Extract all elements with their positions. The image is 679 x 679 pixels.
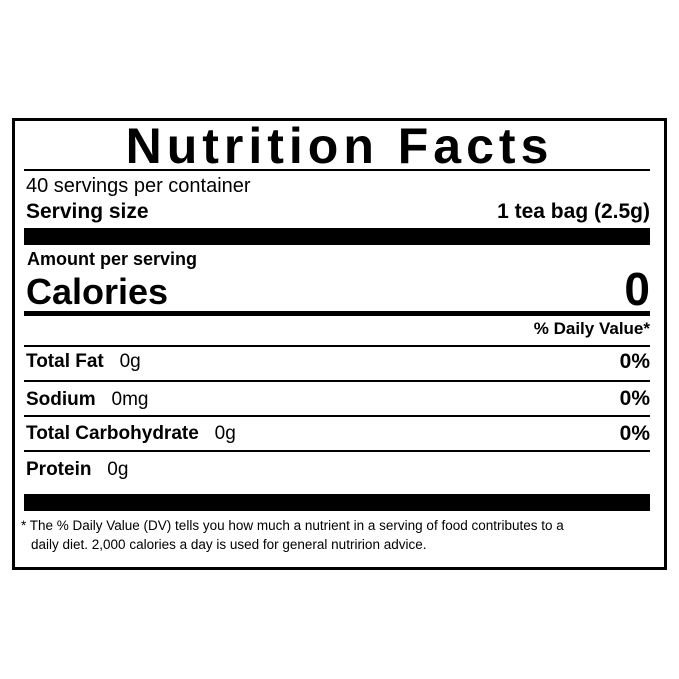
nutrient-name: Sodium — [26, 389, 96, 410]
thick-divider — [24, 228, 650, 245]
calories-value: 0 — [624, 263, 650, 315]
divider — [24, 380, 650, 382]
thick-divider — [24, 494, 650, 511]
footnote-line-1: * The % Daily Value (DV) tells you how m… — [21, 518, 564, 533]
nutrient-name: Protein — [26, 459, 92, 480]
nutrient-row-total-fat: Total Fat 0g — [26, 350, 141, 374]
serving-size-value: 1 tea bag (2.5g) — [497, 200, 650, 223]
serving-size-label: Serving size — [26, 200, 149, 223]
nutrient-row-sodium: Sodium 0mg — [26, 388, 148, 412]
footnote-line-2: daily diet. 2,000 calories a day is used… — [31, 537, 427, 552]
nutrient-name: Total Fat — [26, 351, 104, 372]
nutrient-row-protein: Protein 0g — [26, 458, 128, 482]
medium-divider — [24, 311, 650, 316]
label-title: Nutrition Facts — [125, 118, 554, 174]
nutrient-name: Total Carbohydrate — [26, 423, 199, 444]
calories-label: Calories — [26, 271, 169, 312]
nutrient-row-total-carbohydrate: Total Carbohydrate 0g — [26, 422, 236, 446]
nutrient-amount: 0g — [119, 351, 141, 372]
nutrient-dv: 0% — [619, 387, 650, 410]
nutrient-amount: 0mg — [111, 389, 149, 410]
nutrient-amount: 0g — [107, 459, 129, 480]
divider — [24, 415, 650, 417]
nutrient-dv: 0% — [619, 422, 650, 445]
servings-per-container: 40 servings per container — [26, 175, 251, 197]
nutrition-label-border — [12, 118, 667, 570]
daily-value-header: % Daily Value* — [533, 319, 650, 338]
nutrient-dv: 0% — [619, 350, 650, 373]
divider — [24, 169, 650, 171]
nutrient-amount: 0g — [214, 423, 236, 444]
amount-per-serving: Amount per serving — [27, 249, 198, 269]
divider — [24, 450, 650, 452]
divider — [24, 345, 650, 347]
